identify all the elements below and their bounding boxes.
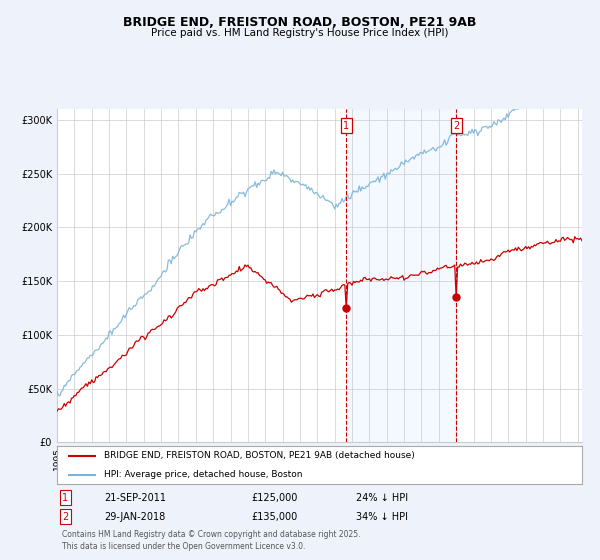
Text: £125,000: £125,000 xyxy=(251,493,298,503)
Text: BRIDGE END, FREISTON ROAD, BOSTON, PE21 9AB (detached house): BRIDGE END, FREISTON ROAD, BOSTON, PE21 … xyxy=(104,451,415,460)
Text: Price paid vs. HM Land Registry's House Price Index (HPI): Price paid vs. HM Land Registry's House … xyxy=(151,28,449,38)
Text: 2: 2 xyxy=(453,121,459,131)
Text: HPI: Average price, detached house, Boston: HPI: Average price, detached house, Bost… xyxy=(104,470,303,479)
Text: 34% ↓ HPI: 34% ↓ HPI xyxy=(356,512,408,521)
Text: 1: 1 xyxy=(62,493,68,503)
Text: 29-JAN-2018: 29-JAN-2018 xyxy=(104,512,166,521)
Bar xyxy=(346,109,456,442)
Text: £135,000: £135,000 xyxy=(251,512,298,521)
Text: 2: 2 xyxy=(62,512,68,521)
Text: 21-SEP-2011: 21-SEP-2011 xyxy=(104,493,166,503)
Text: BRIDGE END, FREISTON ROAD, BOSTON, PE21 9AB: BRIDGE END, FREISTON ROAD, BOSTON, PE21 … xyxy=(124,16,476,29)
Text: 24% ↓ HPI: 24% ↓ HPI xyxy=(356,493,409,503)
Text: Contains HM Land Registry data © Crown copyright and database right 2025.
This d: Contains HM Land Registry data © Crown c… xyxy=(62,530,361,550)
Text: 1: 1 xyxy=(343,121,349,131)
